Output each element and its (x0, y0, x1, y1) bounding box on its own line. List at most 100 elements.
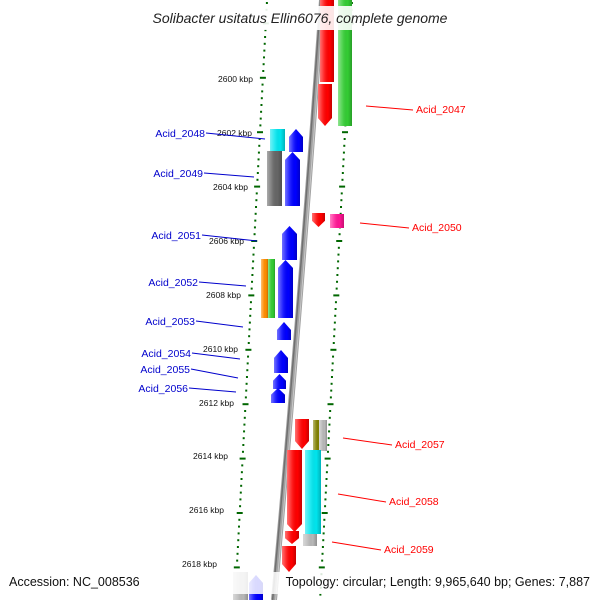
label-connector (337, 493, 387, 503)
gene-label-acid-2047[interactable]: Acid_2047 (416, 104, 466, 116)
tick-mark-left (248, 294, 255, 297)
tick-mark-left (239, 498, 242, 501)
gene-acid-2050b (330, 214, 344, 228)
gene-label-acid-2053[interactable]: Acid_2053 (145, 316, 195, 328)
tick-mark-right (328, 416, 331, 419)
tick-mark-right (342, 151, 345, 154)
gene-label-acid-2050[interactable]: Acid_2050 (412, 222, 462, 234)
tick-mark-left (259, 124, 262, 127)
tick-mark-left (245, 382, 248, 385)
tick-mark-right (332, 342, 335, 344)
tick-mark-left (251, 280, 254, 283)
tick-mark-left (236, 512, 243, 514)
tick-mark-right (335, 287, 338, 290)
tick-mark-left (242, 403, 249, 406)
tick-mark-right (321, 546, 324, 548)
tick-mark-right (321, 559, 324, 562)
tick-mark-left (253, 226, 256, 229)
gene-label-acid-2054[interactable]: Acid_2054 (141, 348, 191, 360)
tick-mark-left (259, 76, 266, 79)
gene-acid-2056 (271, 388, 285, 403)
tick-mark-right (322, 532, 325, 535)
gene-label-acid-2055[interactable]: Acid_2055 (140, 364, 190, 376)
accession-text: Accession: NC_008536 (9, 575, 140, 589)
tick-mark-left (254, 185, 261, 188)
tick-mark-right (332, 355, 335, 358)
gene-gray-mid (303, 534, 317, 546)
gene-label-acid-2056[interactable]: Acid_2056 (138, 383, 188, 395)
gene-label-acid-2058[interactable]: Acid_2058 (389, 496, 439, 508)
gene-acid-2058 (305, 450, 321, 534)
tick-mark-right (325, 471, 328, 474)
tick-mark-right (319, 593, 322, 596)
tick-label: 2614 kbp (193, 451, 228, 461)
tick-mark-right (339, 212, 342, 215)
tick-mark-left (247, 355, 250, 358)
label-connector (198, 281, 247, 287)
tick-mark-left (246, 362, 249, 365)
tick-mark-right (327, 444, 330, 446)
tick-mark-right (342, 165, 345, 168)
label-connectors (188, 105, 414, 551)
tick-mark-right (328, 430, 331, 433)
gene-label-acid-2052[interactable]: Acid_2052 (148, 277, 198, 289)
gene-gray-top (319, 420, 327, 451)
tick-mark-right (323, 518, 326, 521)
tick-mark-left (261, 90, 264, 93)
tick-mark-left (261, 83, 264, 86)
gene-acid-2049 (285, 152, 300, 206)
tick-label: 2618 kbp (182, 559, 217, 569)
tick-mark-left (260, 97, 263, 100)
gene-features (233, 0, 352, 600)
gene-label-acid-2059[interactable]: Acid_2059 (384, 544, 434, 556)
gene-red-small (295, 419, 309, 449)
genome-summary-text: Topology: circular; Length: 9,965,640 bp… (286, 575, 590, 589)
tick-mark-right (340, 192, 343, 195)
gene-acid-2050 (312, 213, 325, 227)
tick-mark-left (245, 389, 248, 392)
tick-mark-right (329, 396, 332, 399)
tick-mark-left (240, 484, 243, 487)
tick-mark-left (263, 49, 266, 52)
tick-mark-right (333, 294, 340, 297)
tick-mark-right (324, 457, 331, 460)
tick-mark-right (336, 280, 339, 283)
tick-mark-left (246, 369, 249, 372)
tick-mark-right (333, 328, 336, 331)
gene-label-acid-2051[interactable]: Acid_2051 (151, 230, 201, 242)
tick-mark-left (259, 117, 262, 120)
tick-mark-left (250, 287, 253, 290)
title-backdrop (133, 6, 465, 30)
gene-label-acid-2049[interactable]: Acid_2049 (153, 168, 203, 180)
tick-mark-right (325, 478, 328, 480)
gene-label-acid-2057[interactable]: Acid_2057 (395, 439, 445, 451)
genome-backbone (271, 0, 325, 601)
tick-mark-right (321, 512, 328, 514)
tick-mark-right (330, 389, 333, 392)
tick-mark-right (342, 158, 345, 161)
tick-label: 2602 kbp (217, 128, 252, 138)
tick-mark-right (330, 376, 333, 378)
tick-mark-left (258, 138, 261, 140)
tick-mark-left (257, 165, 260, 168)
footer-backdrop (4, 572, 596, 594)
tick-mark-left (248, 335, 251, 338)
tick-mark-left (236, 552, 239, 555)
tick-mark-right (338, 233, 341, 236)
tick-mark-left (237, 532, 240, 535)
gene-acid-2059 (282, 546, 296, 572)
tick-mark-right (324, 491, 327, 494)
tick-mark-right (341, 178, 344, 181)
tick-mark-left (258, 144, 261, 147)
tick-mark-left (249, 308, 252, 310)
tick-mark-left (264, 36, 267, 38)
tick-mark-left (239, 457, 246, 460)
tick-mark-left (253, 233, 256, 236)
tick-label: 2608 kbp (206, 290, 241, 300)
tick-mark-right (336, 240, 343, 242)
gene-acid-2051 (282, 226, 297, 260)
tick-mark-left (251, 274, 254, 276)
gene-label-acid-2048[interactable]: Acid_2048 (155, 128, 205, 140)
gene-acid-2055 (273, 374, 286, 389)
